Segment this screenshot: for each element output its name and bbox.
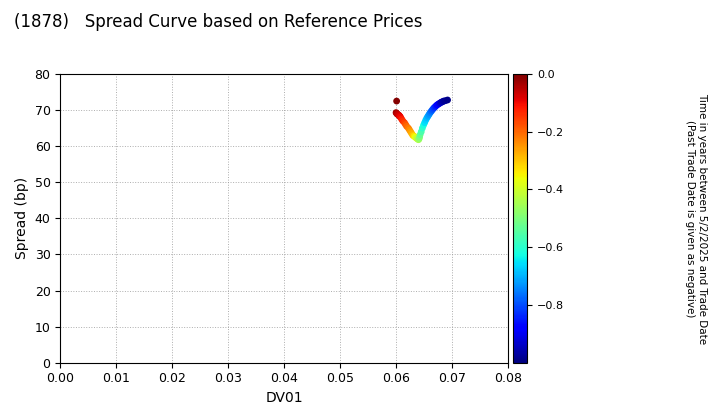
Point [429, 104, 441, 110]
Point [407, 132, 418, 139]
Point [434, 100, 446, 106]
Point [400, 121, 411, 128]
Point [417, 125, 428, 131]
Point [413, 136, 425, 142]
Point [397, 118, 408, 124]
Y-axis label: Time in years between 5/2/2025 and Trade Date
(Past Trade Date is given as negat: Time in years between 5/2/2025 and Trade… [685, 93, 707, 344]
Point [394, 113, 405, 119]
Point [402, 125, 414, 131]
Point [433, 100, 445, 107]
Point [401, 123, 413, 130]
Point [396, 116, 408, 123]
Y-axis label: Spread (bp): Spread (bp) [15, 177, 29, 260]
X-axis label: DV01: DV01 [266, 391, 303, 405]
Point [392, 111, 403, 118]
Point [421, 115, 433, 121]
Point [439, 97, 451, 104]
Text: (1878)   Spread Curve based on Reference Prices: (1878) Spread Curve based on Reference P… [14, 13, 423, 31]
Point [422, 113, 433, 120]
Point [414, 134, 426, 141]
Point [420, 117, 431, 123]
Point [432, 101, 444, 108]
Point [410, 134, 422, 141]
Point [391, 98, 402, 105]
Point [408, 133, 420, 139]
Point [430, 103, 441, 110]
Point [419, 119, 431, 126]
Point [415, 131, 426, 138]
Point [442, 97, 454, 103]
Point [426, 108, 437, 115]
Point [412, 136, 423, 142]
Point [427, 106, 438, 113]
Point [415, 129, 427, 135]
Point [406, 130, 418, 137]
Point [423, 111, 435, 118]
Point [437, 98, 449, 105]
Point [392, 111, 403, 118]
Point [428, 105, 439, 112]
Point [425, 109, 436, 116]
Point [393, 112, 405, 118]
Point [399, 119, 410, 126]
Point [418, 122, 429, 129]
Point [436, 99, 447, 105]
Point [395, 114, 406, 121]
Point [410, 134, 421, 141]
Point [390, 109, 402, 116]
Point [395, 113, 406, 120]
Point [413, 136, 424, 143]
Point [404, 126, 415, 133]
Point [431, 102, 443, 108]
Point [438, 98, 449, 105]
Point [405, 129, 416, 135]
Point [391, 110, 402, 117]
